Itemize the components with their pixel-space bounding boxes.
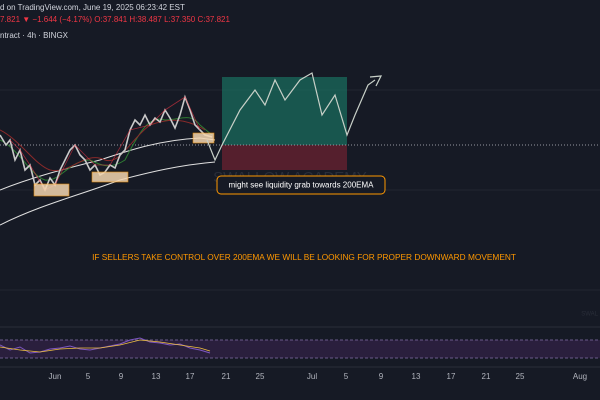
x-tick-label: 5 bbox=[86, 372, 91, 381]
price-series-red bbox=[9, 96, 201, 191]
x-tick-label: 21 bbox=[482, 372, 491, 381]
ema-long bbox=[0, 137, 216, 191]
watermark-small: SWAL bbox=[581, 312, 598, 318]
low-value: L:37.350 bbox=[164, 15, 196, 24]
published-line: d on TradingView.com, June 19, 2025 06:2… bbox=[0, 3, 185, 12]
symbol-line: ntract · 4h · BINGX bbox=[0, 31, 69, 40]
projection-path bbox=[206, 72, 376, 162]
x-tick-label: 9 bbox=[119, 372, 124, 381]
x-tick-label: 9 bbox=[379, 372, 384, 381]
ohlc-line: 7.821 ▼ −1.644 (−4.17%) O:37.841 H:38.48… bbox=[0, 15, 231, 24]
x-tick-label: 25 bbox=[256, 372, 265, 381]
x-tick-label: Jun bbox=[49, 372, 62, 381]
close-value: C:37.821 bbox=[197, 15, 230, 24]
x-tick-label: 13 bbox=[152, 372, 161, 381]
demand-zone bbox=[192, 132, 215, 144]
x-tick-label: 5 bbox=[344, 372, 349, 381]
banner-text: IF SELLERS TAKE CONTROL OVER 200EMA WE W… bbox=[92, 252, 516, 262]
x-tick-label: 25 bbox=[516, 372, 525, 381]
projection-arrow bbox=[369, 75, 383, 87]
open-value: O:37.841 bbox=[94, 15, 127, 24]
stop-zone bbox=[222, 145, 347, 170]
high-value: H:38.487 bbox=[129, 15, 162, 24]
demand-zone bbox=[33, 183, 70, 197]
last-price: 7.821 bbox=[0, 15, 21, 24]
callout-box bbox=[216, 175, 386, 195]
target-zone bbox=[222, 77, 347, 145]
demand-zone bbox=[91, 171, 129, 183]
x-tick-label: 13 bbox=[412, 372, 421, 381]
x-tick-label: Jul bbox=[307, 372, 317, 381]
price-change: ▼ −1.644 (−4.17%) bbox=[22, 15, 92, 24]
rsi-ma bbox=[0, 339, 211, 353]
x-tick-label: 17 bbox=[186, 372, 195, 381]
ema-mid bbox=[0, 119, 206, 172]
x-tick-label: 17 bbox=[447, 372, 456, 381]
x-tick-label: Aug bbox=[573, 372, 587, 381]
rsi-band bbox=[0, 340, 600, 358]
x-axis: Jun 5 9 13 17 21 25 Jul 5 9 13 17 21 25 Aug bbox=[49, 372, 588, 381]
x-tick-label: 21 bbox=[222, 372, 231, 381]
callout-text: might see liquidity grab towards 200EMA bbox=[229, 181, 375, 190]
